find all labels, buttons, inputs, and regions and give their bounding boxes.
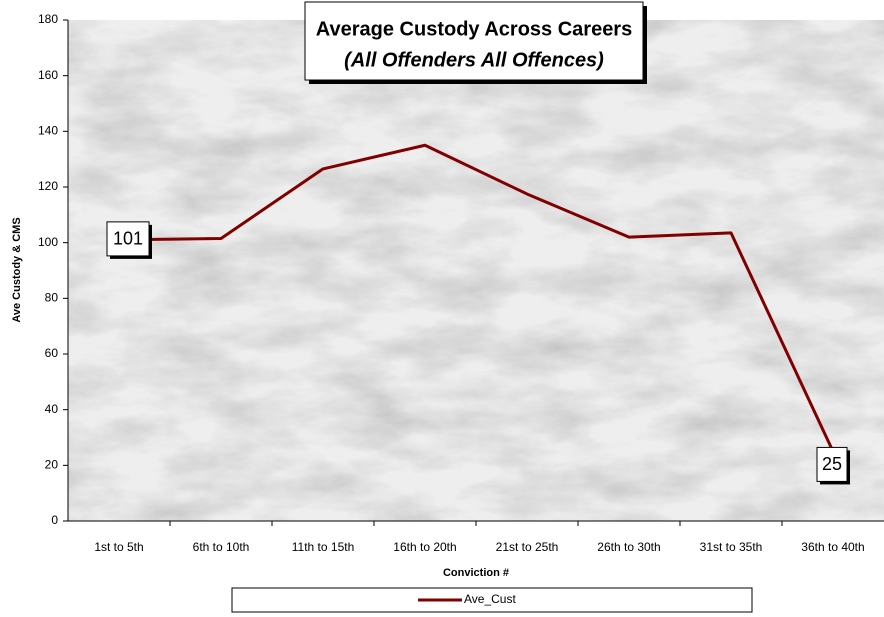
y-tick-label: 60 xyxy=(45,346,59,360)
y-tick-label: 80 xyxy=(45,291,59,305)
legend-label: Ave_Cust xyxy=(464,592,516,606)
x-tick-label: 6th to 10th xyxy=(193,540,250,554)
x-tick-label: 36th to 40th xyxy=(801,540,864,554)
series-line xyxy=(118,143,835,453)
y-tick-label: 0 xyxy=(51,513,58,527)
y-tick-label: 40 xyxy=(45,402,59,416)
title-box: Average Custody Across Careers (All Offe… xyxy=(304,1,647,84)
y-tick-label: 180 xyxy=(38,12,58,26)
y-tick-label: 120 xyxy=(38,179,58,193)
chart-title: Average Custody Across Careers xyxy=(316,18,632,40)
legend xyxy=(231,587,753,613)
y-tick-label: 20 xyxy=(45,458,59,472)
x-tick-label: 11th to 15th xyxy=(292,540,355,554)
x-tick-label: 31st to 35th xyxy=(700,540,763,554)
plot-texture xyxy=(68,20,884,521)
x-tick-label: 16th to 20th xyxy=(393,540,456,554)
y-axis-label: Ave Custody & CMS xyxy=(11,217,23,322)
x-tick-label: 1st to 5th xyxy=(94,540,143,554)
data-label-box xyxy=(106,221,150,257)
x-tick-label: 26th to 30th xyxy=(597,540,660,554)
data-label: 25 xyxy=(822,454,842,474)
chart-subtitle: (All Offenders All Offences) xyxy=(344,49,604,71)
title-frame xyxy=(304,1,644,81)
data-label-box xyxy=(816,446,848,482)
y-tick-label: 160 xyxy=(38,68,58,82)
y-tick-label: 100 xyxy=(38,235,58,249)
data-label: 101 xyxy=(113,229,143,249)
x-axis-label: Conviction # xyxy=(443,567,509,579)
y-tick-label: 140 xyxy=(38,124,58,138)
x-tick-label: 21st to 25th xyxy=(496,540,559,554)
